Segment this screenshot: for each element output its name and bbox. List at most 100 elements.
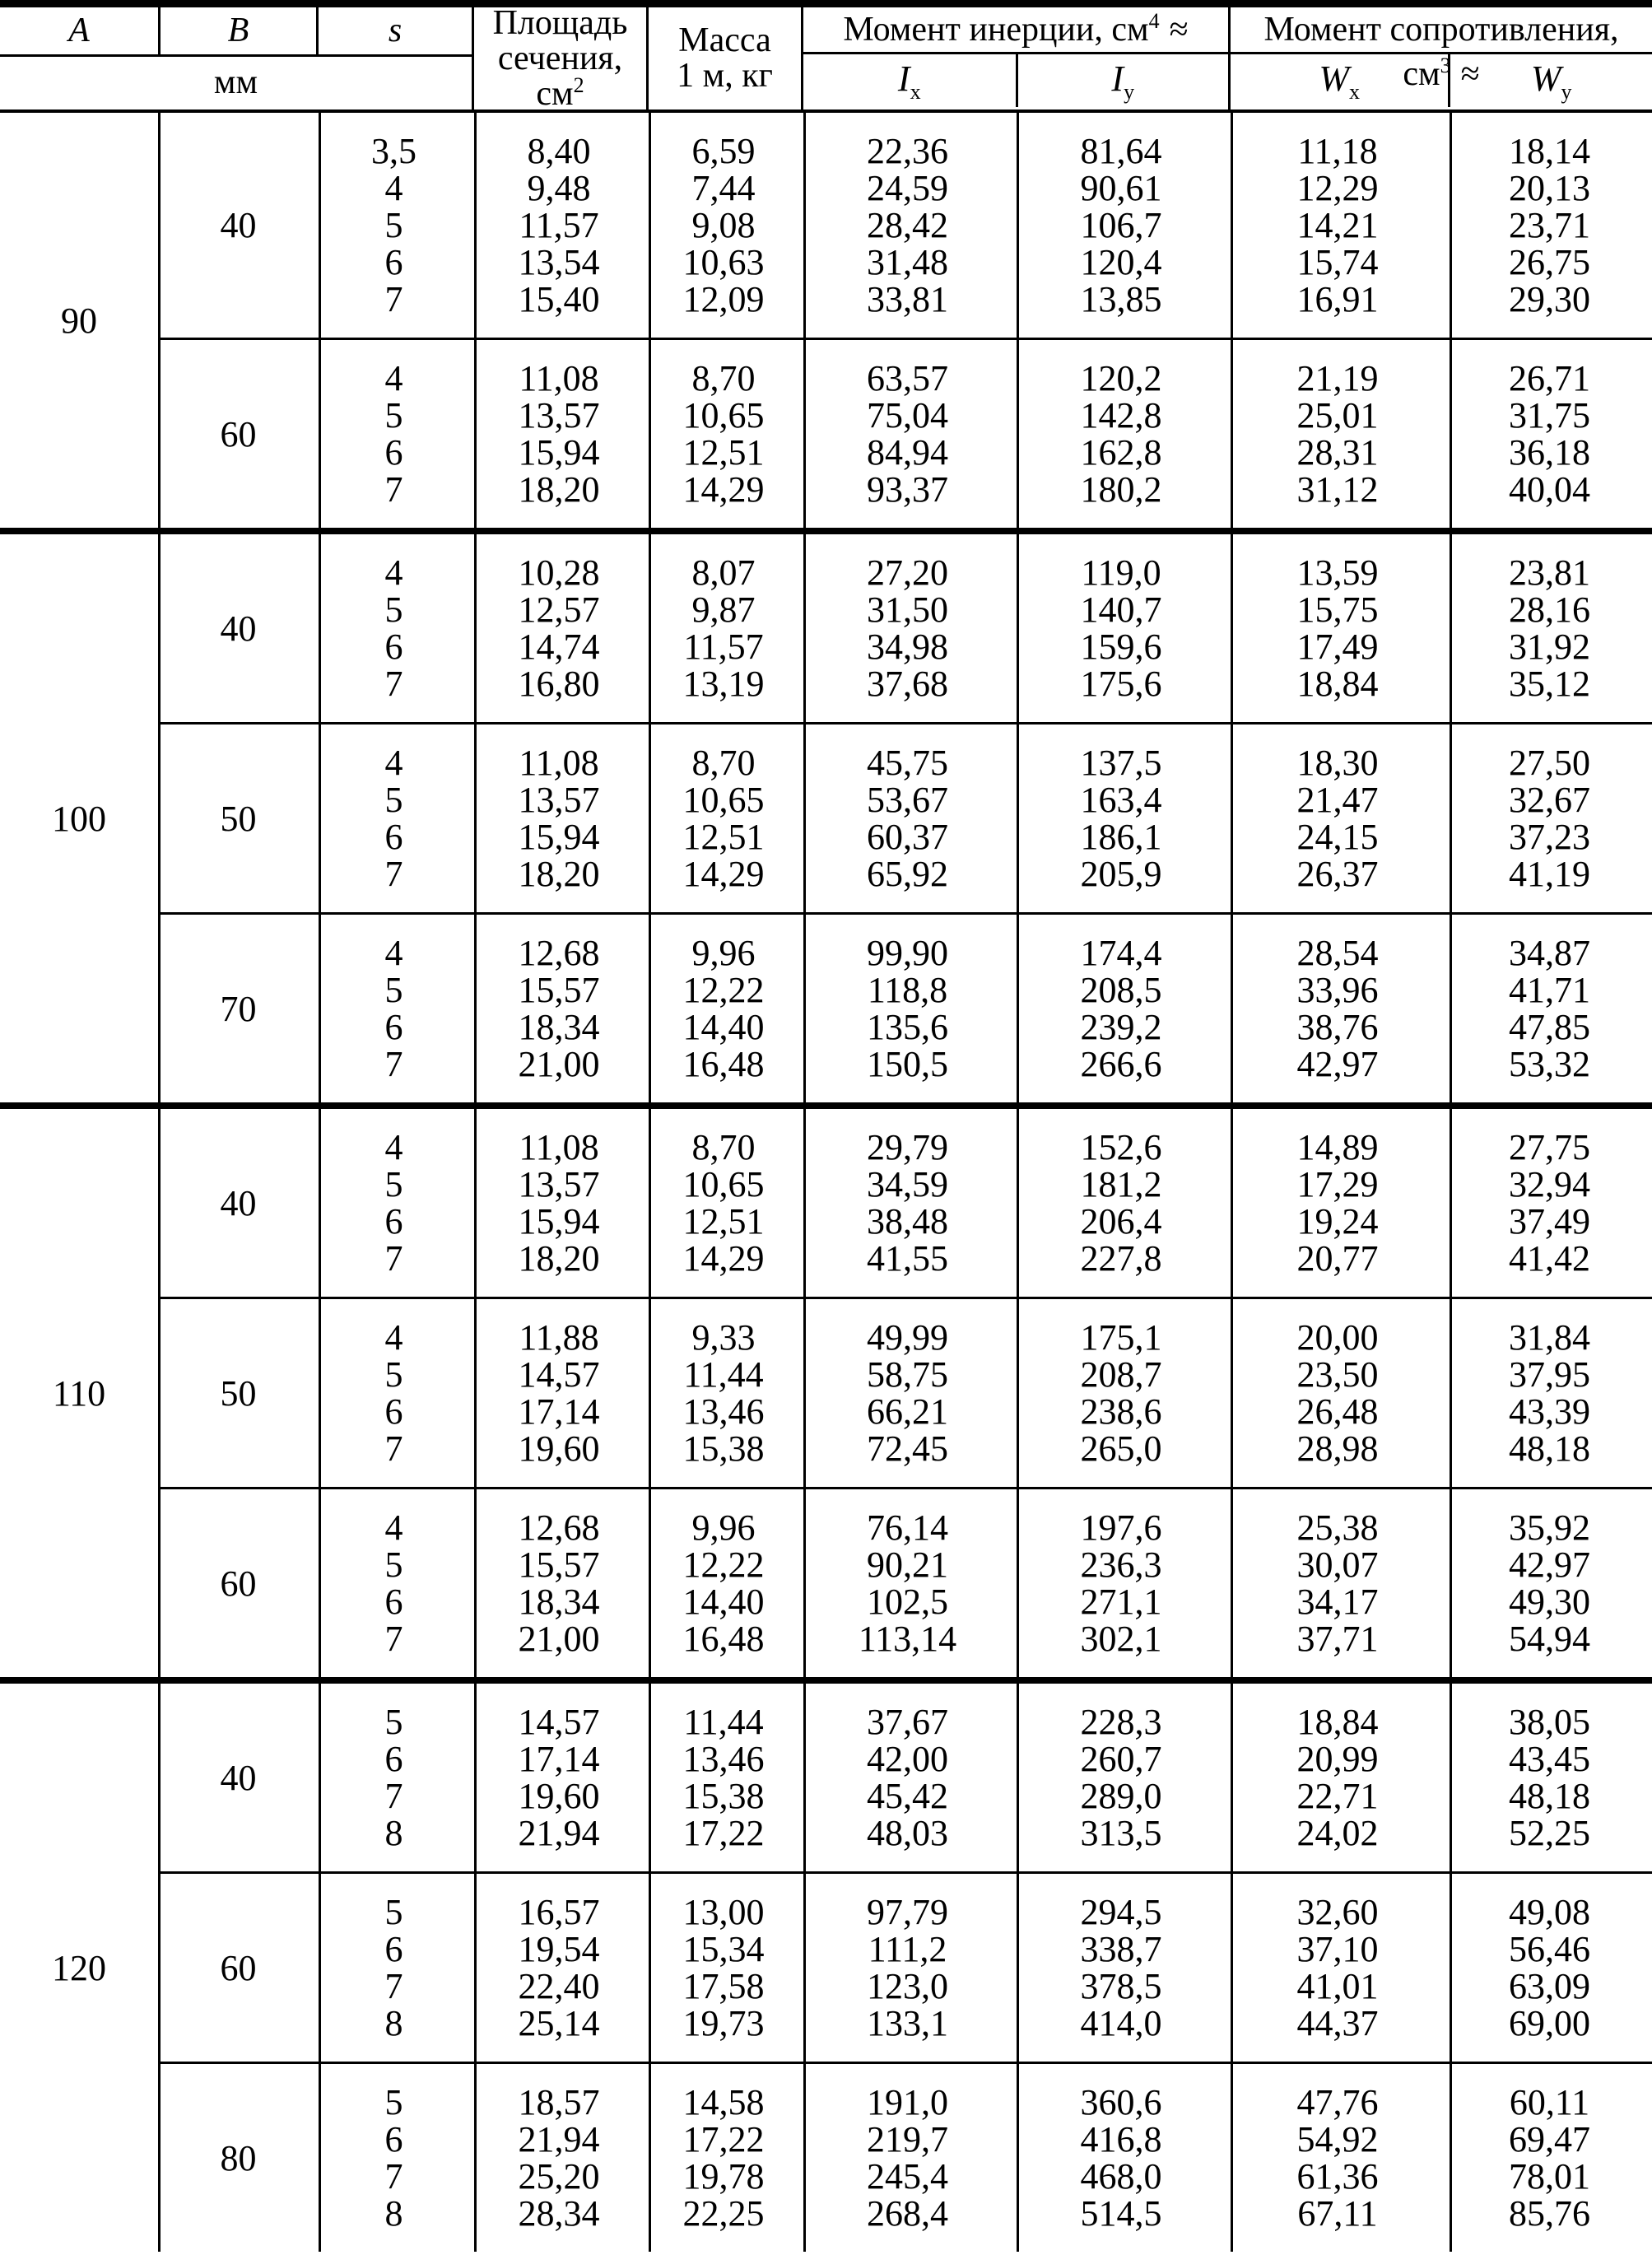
- cell-wx: 21,47: [1296, 780, 1379, 820]
- cell-mass: 10,65: [682, 395, 765, 436]
- cell-area: 13,57: [518, 1164, 600, 1204]
- cell-iy: 175,6: [1080, 664, 1162, 704]
- cell-mass: 10,65: [682, 780, 765, 820]
- cell-wx: 37,10: [1296, 1929, 1379, 1969]
- cell-ix: 113,14: [858, 1619, 957, 1659]
- cell-wy: 32,67: [1509, 780, 1590, 820]
- cell-iy: 137,5: [1080, 743, 1162, 783]
- cell-area: 9,48: [527, 168, 591, 208]
- size-group-a-90: 90 40 3,5 8,40 6,59 22,36 81,64 11,18 18,14 4 9,48…: [0, 113, 1652, 528]
- cell-wx: 24,15: [1296, 817, 1379, 857]
- cell-wy: 29,30: [1509, 279, 1590, 319]
- cell-wx: 25,38: [1296, 1507, 1379, 1548]
- cell-wy: 69,47: [1509, 2119, 1590, 2159]
- dim-b-value: 40: [220, 1182, 257, 1223]
- cell-area: 18,34: [518, 1007, 600, 1047]
- column-divider: [1450, 724, 1452, 912]
- table-row: 7 25,20 19,78 245,4 468,0 61,36 78,01: [316, 2158, 1652, 2195]
- column-divider: [319, 915, 321, 1102]
- cell-s: 4: [384, 358, 403, 398]
- cell-area: 16,80: [518, 664, 600, 704]
- cell-ix: 27,20: [867, 552, 948, 593]
- column-divider: [1450, 340, 1452, 528]
- cell-mass: 9,96: [691, 1507, 756, 1548]
- cell-s: 5: [384, 1164, 403, 1204]
- cell-wy: 69,00: [1509, 2003, 1590, 2043]
- header-resistance-section: Момент сопротивления, см3 ≈ Wx Wy: [1228, 7, 1652, 109]
- cell-ix: 37,68: [867, 664, 948, 704]
- cell-wx: 23,50: [1296, 1354, 1379, 1395]
- table-row: 5 13,57 10,65 34,59 181,2 17,29 32,94: [316, 1166, 1652, 1203]
- cell-area: 18,20: [518, 469, 600, 510]
- cell-area: 28,34: [518, 2193, 600, 2234]
- cell-s: 7: [384, 1619, 403, 1659]
- area-label-line1: Площадь: [492, 3, 628, 42]
- cell-iy: 468,0: [1080, 2156, 1162, 2197]
- cell-mass: 19,78: [682, 2156, 765, 2197]
- cell-iy: 266,6: [1080, 1044, 1162, 1084]
- cell-wx: 18,30: [1296, 743, 1379, 783]
- column-divider: [1231, 1684, 1233, 1871]
- cell-ix: 72,45: [867, 1428, 948, 1469]
- column-divider: [474, 534, 477, 722]
- cell-mass: 12,22: [682, 1544, 765, 1585]
- cell-wy: 37,95: [1509, 1354, 1590, 1395]
- table-row: 6 21,94 17,22 219,7 416,8 54,92 69,47: [316, 2121, 1652, 2158]
- cell-s: 6: [384, 1007, 403, 1047]
- table-row: 7 22,40 17,58 123,0 378,5 41,01 63,09: [316, 1968, 1652, 2005]
- table-row: 7 16,80 13,19 37,68 175,6 18,84 35,12: [316, 665, 1652, 702]
- cell-s: 6: [384, 627, 403, 667]
- cell-wx: 24,02: [1296, 1813, 1379, 1853]
- cell-mass: 12,22: [682, 970, 765, 1010]
- cell-s: 5: [384, 1354, 403, 1395]
- cell-s: 8: [384, 1813, 403, 1853]
- column-divider: [649, 724, 651, 912]
- cell-wx: 34,17: [1296, 1582, 1379, 1622]
- cell-s: 8: [384, 2003, 403, 2043]
- block-rows: 4 11,08 8,70 63,57 120,2 21,19 26,71 5 13,57 10,6…: [316, 340, 1652, 528]
- cell-wy: 27,75: [1509, 1127, 1590, 1167]
- cell-mass: 15,38: [682, 1428, 765, 1469]
- table-row: 5 11,57 9,08 28,42 106,7 14,21 23,71: [316, 207, 1652, 244]
- cell-area: 25,14: [518, 2003, 600, 2043]
- column-divider: [649, 534, 651, 722]
- cell-wx: 19,24: [1296, 1201, 1379, 1242]
- cell-wy: 43,45: [1509, 1739, 1590, 1779]
- cell-wx: 30,07: [1296, 1544, 1379, 1585]
- cell-area: 11,08: [519, 1127, 599, 1167]
- resistance-superscript: 3: [1440, 54, 1451, 77]
- cell-wx: 18,84: [1296, 664, 1379, 704]
- cell-s: 6: [384, 1929, 403, 1969]
- cell-wy: 26,75: [1509, 242, 1590, 282]
- cell-mass: 17,22: [682, 2119, 765, 2159]
- cell-s: 7: [384, 664, 403, 704]
- table-row: 4 9,48 7,44 24,59 90,61 12,29 20,13: [316, 170, 1652, 207]
- table-row: 6 18,34 14,40 102,5 271,1 34,17 49,30: [316, 1583, 1652, 1620]
- cell-s: 7: [384, 1428, 403, 1469]
- cell-wy: 37,49: [1509, 1201, 1590, 1242]
- cell-s: 6: [384, 1391, 403, 1432]
- table-row: 7 21,00 16,48 150,5 266,6 42,97 53,32: [316, 1046, 1652, 1083]
- cell-wy: 38,05: [1509, 1702, 1590, 1742]
- cell-area: 12,68: [518, 1507, 600, 1548]
- iy-subscript: y: [1124, 79, 1135, 104]
- cell-s: 7: [384, 1238, 403, 1279]
- cell-area: 13,57: [518, 780, 600, 820]
- cell-mass: 6,59: [691, 131, 756, 171]
- b-block: 70 4 12,68 9,96 99,90 174,4 28,54 34,87 5 15,57 12…: [161, 912, 1652, 1102]
- cell-area: 14,74: [518, 627, 600, 667]
- cell-ix: 48,03: [867, 1813, 948, 1853]
- b-block: 40 3,5 8,40 6,59 22,36 81,64 11,18 18,14 4 9,48 7,…: [161, 113, 1652, 338]
- cell-iy: 90,61: [1080, 168, 1162, 208]
- column-divider: [1017, 1299, 1019, 1487]
- cell-wy: 31,84: [1509, 1317, 1590, 1358]
- cell-s: 3,5: [371, 131, 416, 171]
- cell-mass: 13,00: [682, 1892, 765, 1932]
- column-divider: [803, 1684, 806, 1871]
- cell-wy: 78,01: [1509, 2156, 1590, 2197]
- cell-wx: 37,71: [1296, 1619, 1379, 1659]
- wy-subscript: y: [1561, 79, 1572, 104]
- cell-iy: 208,5: [1080, 970, 1162, 1010]
- cell-wx: 21,19: [1296, 358, 1379, 398]
- ix-subscript: x: [910, 79, 921, 104]
